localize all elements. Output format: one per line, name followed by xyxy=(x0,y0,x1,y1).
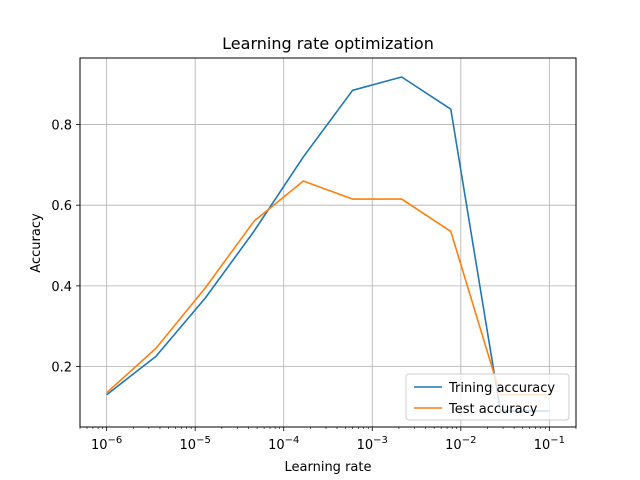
y-tick-label: 0.6 xyxy=(51,199,72,214)
y-tick-label: 0.4 xyxy=(51,280,72,295)
ticks: 10−6 10−5 10−4 10−3 10−2 10−1 0.2 0.4 0.6 0.8 xyxy=(51,119,577,453)
legend-frame xyxy=(405,373,570,421)
legend-label: Trining accuracy xyxy=(448,381,555,396)
series-line-training-accuracy xyxy=(106,76,550,412)
x-axis-label: Learning rate xyxy=(285,460,372,475)
legend-label: Test accuracy xyxy=(448,402,538,417)
x-tick-label: 10−3 xyxy=(357,435,388,453)
x-tick-label: 10−6 xyxy=(91,435,122,453)
axes-frame xyxy=(79,57,577,428)
y-tick-label: 0.8 xyxy=(51,119,72,134)
y-axis-label: Accuracy xyxy=(29,213,44,273)
chart-title: Learning rate optimization xyxy=(222,34,434,53)
series-line-test-accuracy xyxy=(106,180,550,396)
series-layer xyxy=(106,76,550,412)
y-tick-label: 0.2 xyxy=(51,361,72,376)
x-tick-label: 10−4 xyxy=(268,435,299,453)
x-tick-label: 10−5 xyxy=(180,435,211,453)
x-tick-label: 10−2 xyxy=(445,435,476,453)
x-tick-label: 10−1 xyxy=(534,435,565,453)
legend: Trining accuracy Test accuracy xyxy=(405,373,570,421)
